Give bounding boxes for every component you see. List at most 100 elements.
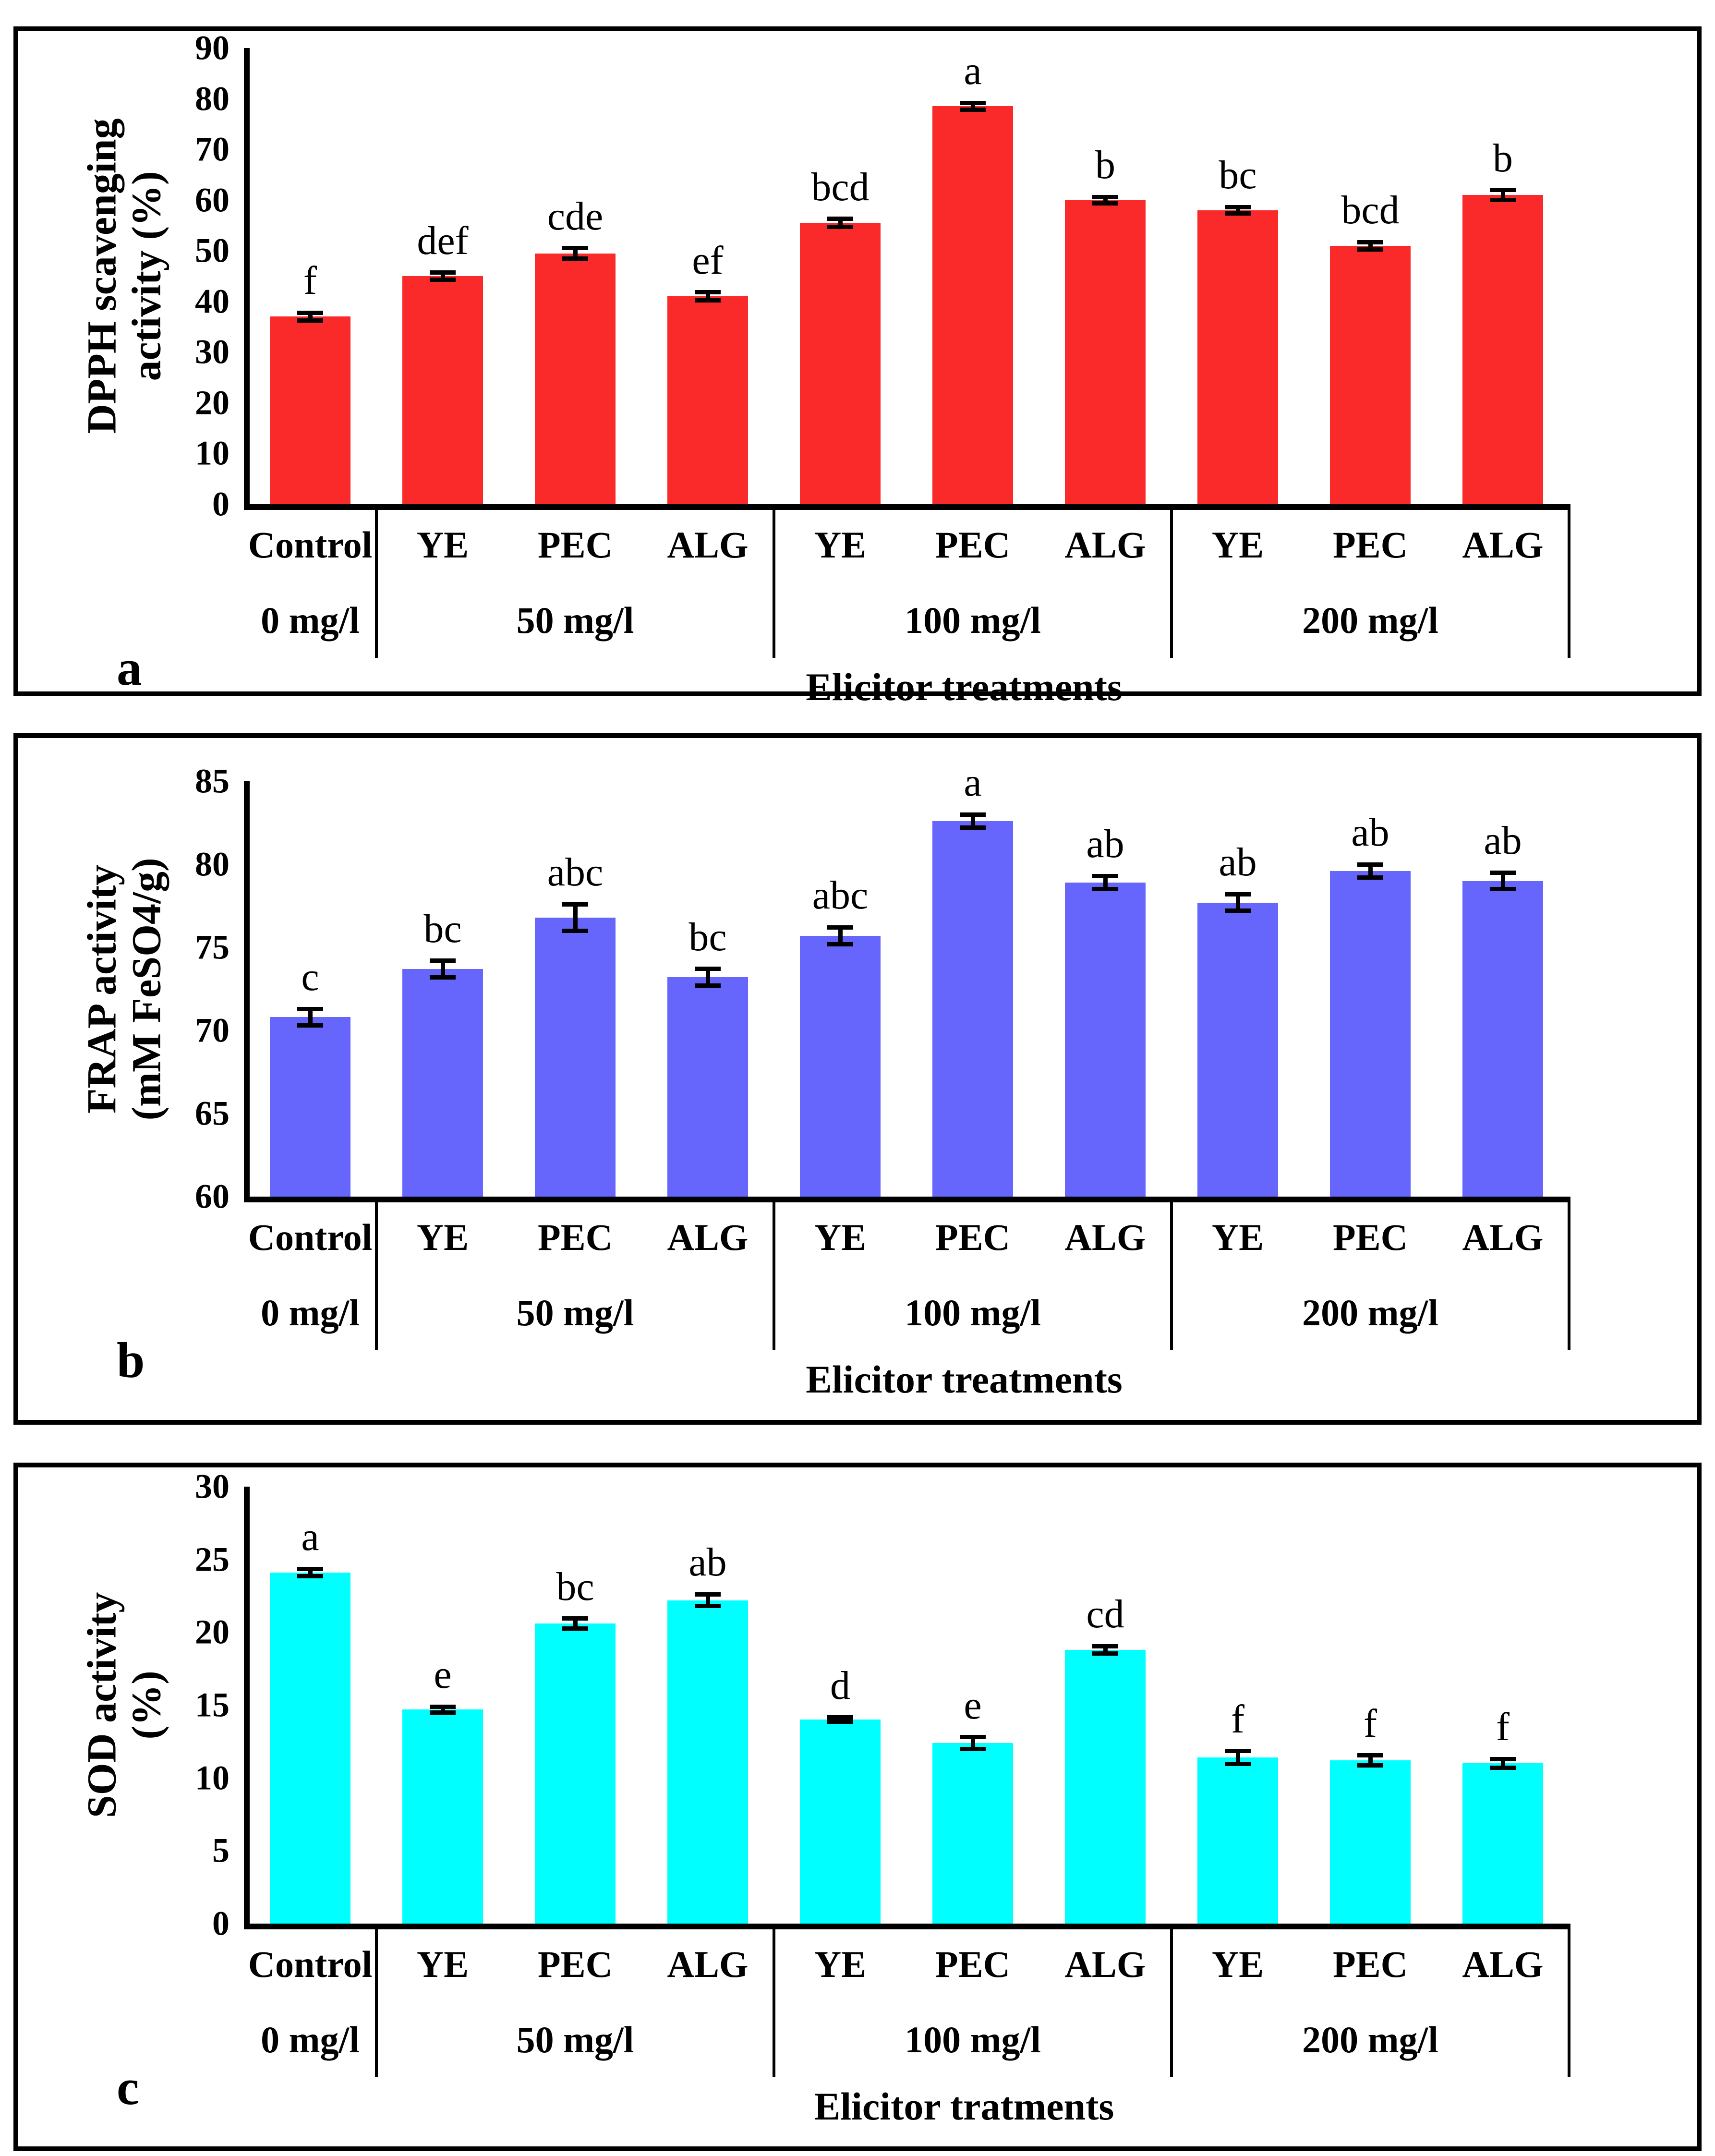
bar-alg-9 (1462, 195, 1543, 504)
dose-label: 100 mg/l (905, 2019, 1041, 2060)
significance-letter: ef (692, 238, 724, 283)
category-label: YE (416, 1943, 469, 1985)
error-bar-cap-bottom (1490, 198, 1516, 203)
group-divider (1568, 1924, 1570, 2077)
category-label: Control (248, 1943, 373, 1985)
dose-label: 0 mg/l (261, 2019, 360, 2060)
error-bar-cap-top (827, 925, 853, 930)
bar-alg-6 (1065, 200, 1146, 504)
bar-control-0 (270, 1017, 350, 1197)
bar-pec-2 (535, 917, 616, 1197)
category-label: YE (814, 1216, 867, 1258)
dose-label: 50 mg/l (516, 1292, 634, 1333)
bar-control-0 (270, 1572, 350, 1924)
significance-letter: e (964, 1683, 982, 1728)
significance-letter: abc (812, 873, 869, 918)
bar-pec-8 (1330, 871, 1411, 1197)
category-label: YE (814, 1943, 867, 1985)
bar-alg-9 (1462, 1763, 1543, 1924)
error-bar-cap-bottom (297, 1574, 323, 1579)
significance-letter: bc (556, 1564, 594, 1609)
significance-letter: e (434, 1652, 452, 1697)
error-bar-cap-bottom (562, 1626, 588, 1631)
error-bar-line (705, 292, 710, 301)
category-label: ALG (1064, 1216, 1146, 1258)
error-bar-line (1235, 1751, 1240, 1764)
error-bar-cap-top (297, 310, 323, 315)
error-bar-cap-top (430, 270, 456, 275)
category-label: ALG (1462, 524, 1544, 566)
category-label: PEC (1333, 524, 1408, 566)
category-label: ALG (1462, 1943, 1544, 1985)
bar-pec-8 (1330, 1760, 1411, 1924)
category-label: ALG (667, 524, 749, 566)
dose-label: 0 mg/l (261, 1292, 360, 1333)
error-bar-line (1500, 872, 1505, 889)
error-bar-cap-bottom (1092, 887, 1118, 892)
significance-letter: c (301, 955, 319, 1000)
y-tick-label: 0 (212, 484, 229, 523)
error-bar-line (1235, 894, 1240, 911)
dose-label: 100 mg/l (905, 1292, 1041, 1333)
bar-pec-5 (932, 106, 1013, 504)
error-bar-line (705, 1594, 710, 1606)
significance-letter: a (964, 48, 982, 93)
error-bar-line (573, 1618, 578, 1629)
error-bar-cap-top (1092, 194, 1118, 199)
error-bar-line (308, 313, 313, 321)
error-bar-cap-bottom (1357, 247, 1383, 252)
error-bar-cap-bottom (1092, 1651, 1118, 1656)
category-label: PEC (1333, 1216, 1408, 1258)
error-bar-line (308, 1569, 313, 1576)
significance-letter: d (830, 1663, 850, 1708)
error-bar-cap-bottom (695, 1604, 721, 1609)
error-bar-line (838, 1717, 843, 1722)
y-tick-label: 80 (195, 79, 229, 118)
panel-letter-b: b (117, 1332, 145, 1388)
significance-letter: cd (1086, 1592, 1124, 1637)
panel-letter-a: a (117, 640, 142, 696)
y-tick-label: 60 (195, 181, 229, 219)
error-bar-cap-bottom (430, 1710, 456, 1715)
y-tick-label: 20 (195, 1612, 229, 1651)
error-bar-cap-bottom (1357, 875, 1383, 880)
error-bar-line (1103, 1646, 1108, 1654)
error-bar-cap-top (1357, 240, 1383, 244)
error-bar-cap-bottom (1490, 1765, 1516, 1770)
error-bar-cap-bottom (1225, 211, 1251, 216)
significance-letter: bcd (1341, 188, 1400, 233)
y-tick-label: 60 (195, 1177, 229, 1216)
bar-pec-5 (932, 1743, 1013, 1924)
y-tick-label: 10 (195, 1758, 229, 1797)
y-axis-spine (244, 48, 250, 510)
bar-alg-3 (667, 296, 748, 504)
error-bar-cap-top (1357, 1753, 1383, 1758)
error-bar-line (1103, 876, 1108, 889)
error-bar-cap-top (1225, 892, 1251, 896)
error-bar-cap-bottom (297, 1023, 323, 1028)
error-bar-cap-top (695, 290, 721, 295)
error-bar-line (308, 1009, 313, 1026)
dose-label: 50 mg/l (516, 599, 634, 641)
y-tick-label: 5 (212, 1831, 229, 1870)
significance-letter: abc (547, 850, 604, 895)
error-bar-cap-top (562, 902, 588, 907)
y-tick-label: 15 (195, 1685, 229, 1724)
dose-label: 50 mg/l (516, 2019, 634, 2060)
plot-region-sod: 0 5 10 15 20 25 30 a Control e YE bc PEC ab ALG d YE e PEC… (18, 1467, 1697, 2146)
error-bar-cap-bottom (960, 825, 986, 830)
category-label: YE (416, 1216, 469, 1258)
error-bar-cap-top (695, 1592, 721, 1597)
error-bar-line (970, 103, 975, 110)
error-bar-cap-bottom (1225, 908, 1251, 913)
dose-label: 200 mg/l (1302, 1292, 1438, 1333)
bar-ye-1 (402, 276, 483, 504)
category-label: ALG (667, 1943, 749, 1985)
error-bar-line (573, 904, 578, 931)
bar-ye-7 (1197, 210, 1278, 504)
panel-sod-chart: SOD activity (%) 0 5 10 15 20 25 30 a Control e YE… (13, 1463, 1702, 2151)
y-tick-label: 30 (195, 1467, 229, 1506)
significance-letter: f (1364, 1701, 1377, 1746)
significance-letter: ab (1351, 810, 1389, 855)
